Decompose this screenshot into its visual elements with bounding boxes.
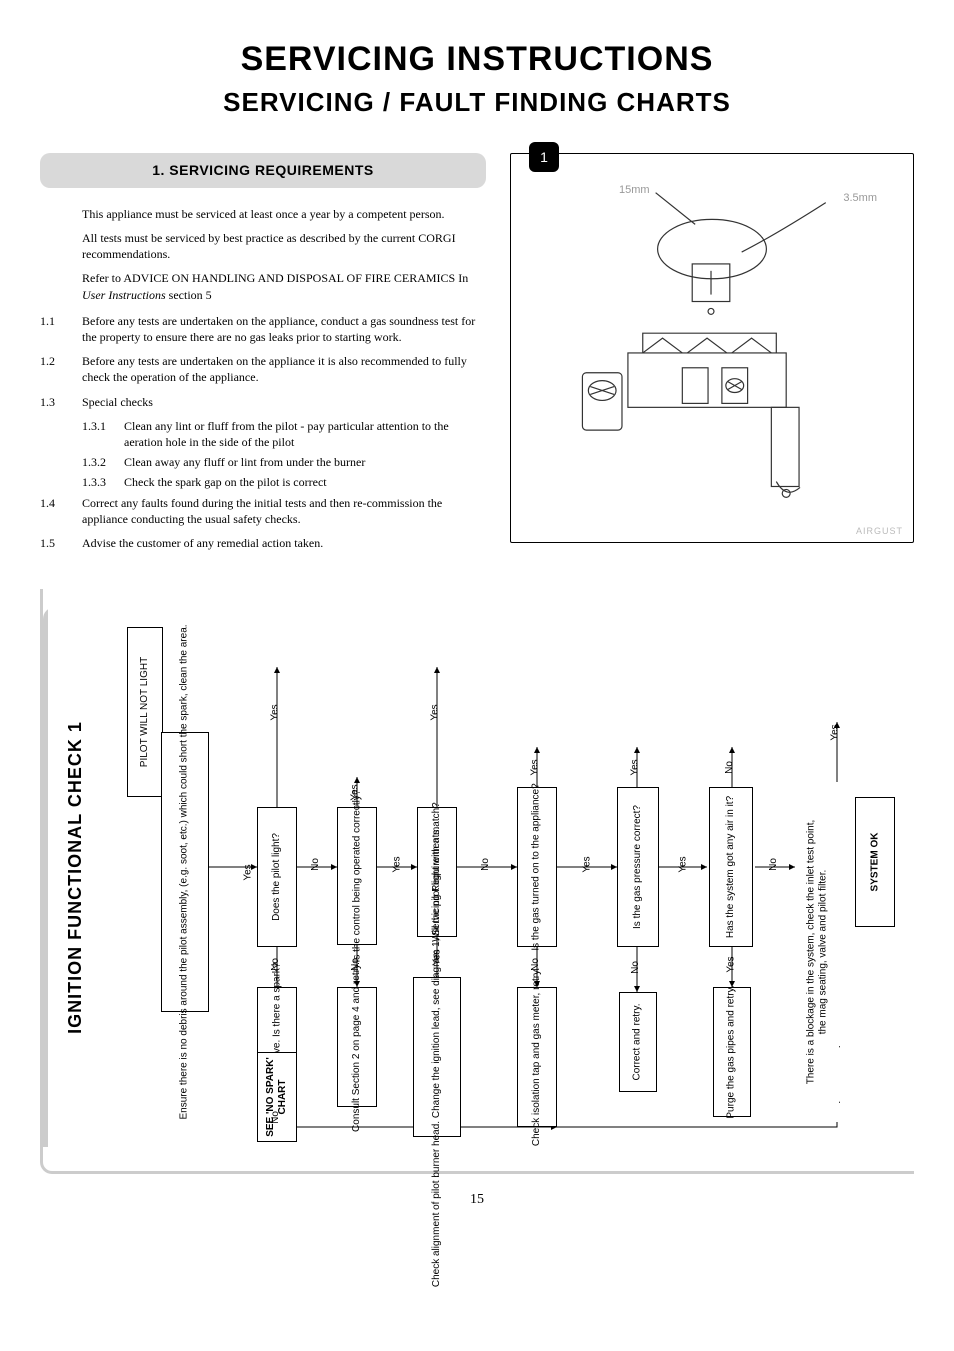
- intro-p1: This appliance must be serviced at least…: [82, 206, 486, 222]
- item-1-3-2: 1.3.2 Clean away any fluff or lint from …: [40, 454, 486, 470]
- item-1-2: 1.2 Before any tests are undertaken on t…: [40, 353, 486, 385]
- flow-align: Check alignment of pilot burner head. Ch…: [413, 977, 461, 1137]
- yn-9: No: [480, 858, 491, 871]
- yn-7: Yes: [392, 856, 403, 872]
- item-1-3-1: 1.3.1 Clean any lint or fluff from the p…: [40, 418, 486, 450]
- yn-10: Yes: [530, 759, 541, 775]
- yn-3: No: [270, 958, 281, 971]
- intro-p3a: Refer to ADVICE ON HANDLING AND DISPOSAL…: [82, 271, 468, 285]
- yn-17: Yes: [726, 956, 737, 972]
- flow-blockage: There is a blockage in the system, check…: [795, 782, 839, 1122]
- num-1-4: 1.4: [40, 495, 82, 527]
- item-1-1: 1.1 Before any tests are undertaken on t…: [40, 313, 486, 345]
- intro-block: This appliance must be serviced at least…: [40, 206, 486, 303]
- num-1-5: 1.5: [40, 535, 82, 551]
- burner-diagram-svg: [529, 172, 895, 524]
- requirements-column: 1. SERVICING REQUIREMENTS This appliance…: [40, 153, 486, 559]
- page-title-sub: SERVICING / FAULT FINDING CHARTS: [40, 87, 914, 118]
- yn-3b: No: [270, 1111, 281, 1124]
- flow-pressure: Is the gas pressure correct?: [617, 787, 659, 947]
- yn-19: Yes: [830, 724, 841, 740]
- item-1-3-3: 1.3.3 Check the spark gap on the pilot i…: [40, 474, 486, 490]
- yn-14: No: [630, 961, 641, 974]
- item-1-4: 1.4 Correct any faults found during the …: [40, 495, 486, 527]
- num-1-3-2: 1.3.2: [82, 454, 124, 470]
- yn-13: Yes: [630, 759, 641, 775]
- txt-1-2: Before any tests are undertaken on the a…: [82, 353, 486, 385]
- flowchart-title: IGNITION FUNCTIONAL CHECK 1: [65, 721, 86, 1034]
- txt-1-4: Correct any faults found during the init…: [82, 495, 486, 527]
- intro-p3: Refer to ADVICE ON HANDLING AND DISPOSAL…: [82, 270, 486, 302]
- yn-6: No: [350, 958, 361, 971]
- num-1-1: 1.1: [40, 313, 82, 345]
- txt-1-5: Advise the customer of any remedial acti…: [82, 535, 486, 551]
- diagram-brand: AIRGUST: [856, 526, 903, 536]
- txt-1-3: Special checks: [82, 394, 486, 410]
- top-section: 1. SERVICING REQUIREMENTS This appliance…: [40, 153, 914, 559]
- yn-18: No: [768, 858, 779, 871]
- num-1-3-3: 1.3.3: [82, 474, 124, 490]
- txt-1-1: Before any tests are undertaken on the a…: [82, 313, 486, 345]
- flowchart-title-bar: IGNITION FUNCTIONAL CHECK 1: [43, 607, 107, 1147]
- flow-iso: Check isolation tap and gas meter, retry…: [517, 987, 557, 1127]
- num-1-3-1: 1.3.1: [82, 418, 124, 450]
- flow-system-ok: SYSTEM OK: [855, 797, 895, 927]
- diagram-box: 1 15mm 3.5mm: [510, 153, 914, 543]
- yn-1: Yes: [243, 864, 254, 880]
- item-1-5: 1.5 Advise the customer of any remedial …: [40, 535, 486, 551]
- item-1-3: 1.3 Special checks: [40, 394, 486, 410]
- yn-4: No: [310, 858, 321, 871]
- flow-control: Is the control being operated correctly?: [337, 807, 377, 945]
- flow-no-spark: SEE 'NO SPARK' CHART: [257, 1052, 297, 1142]
- flow-gas-on: Is the gas turned on to the appliance?: [517, 787, 557, 947]
- section-header: 1. SERVICING REQUIREMENTS: [40, 153, 486, 188]
- num-1-2: 1.2: [40, 353, 82, 385]
- diagram-badge: 1: [529, 142, 559, 172]
- yn-12: Yes: [582, 856, 593, 872]
- intro-p2: All tests must be serviced by best pract…: [82, 230, 486, 262]
- intro-p3c: section 5: [166, 288, 212, 302]
- page-title-main: SERVICING INSTRUCTIONS: [40, 40, 914, 79]
- yn-7b: Yes: [430, 704, 441, 720]
- yn-11: No: [530, 958, 541, 971]
- num-1-3: 1.3: [40, 394, 82, 410]
- yn-16: No: [724, 761, 735, 774]
- flow-purge: Purge the gas pipes and retry.: [713, 987, 751, 1117]
- txt-1-3-3: Check the spark gap on the pilot is corr…: [124, 474, 486, 490]
- yn-2: Yes: [270, 704, 281, 720]
- yn-15: Yes: [678, 856, 689, 872]
- txt-1-3-2: Clean away any fluff or lint from under …: [124, 454, 486, 470]
- flow-air: Has the system got any air in it?: [709, 787, 753, 947]
- flow-pilot-light: Does the pilot light?: [257, 807, 297, 947]
- flow-start: PILOT WILL NOT LIGHT: [127, 627, 163, 797]
- dim-label-35: 3.5mm: [843, 192, 877, 204]
- flowchart-area: PILOT WILL NOT LIGHT Ensure there is no …: [107, 607, 914, 1147]
- dim-label-15: 15mm: [619, 184, 650, 196]
- txt-1-3-1: Clean any lint or fluff from the pilot -…: [124, 418, 486, 450]
- flow-consult: Consult Section 2 on page 4 and retry.: [337, 987, 377, 1107]
- yn-5: Yes: [350, 784, 361, 800]
- flow-correct: Correct and retry.: [619, 992, 657, 1092]
- page-number: 15: [40, 1192, 914, 1208]
- flowchart-section: IGNITION FUNCTIONAL CHECK 1: [40, 589, 914, 1174]
- intro-p3b: User Instructions: [82, 288, 166, 302]
- flow-debris: Ensure there is no debris around the pil…: [161, 732, 209, 1012]
- yn-8: Yes: [432, 949, 443, 965]
- flowchart-arrows: [107, 607, 914, 1147]
- diagram-inner: 15mm 3.5mm: [529, 172, 895, 524]
